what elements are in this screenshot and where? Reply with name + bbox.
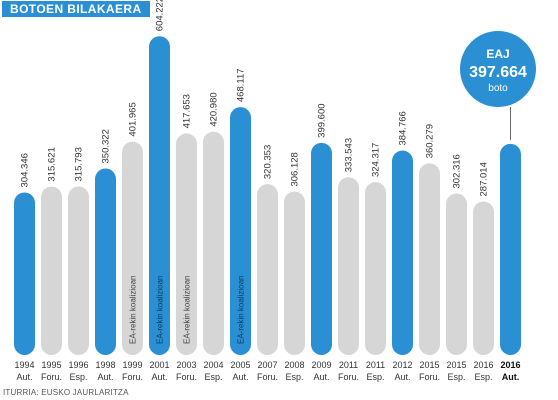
bar-value-label-16: 302.316	[452, 154, 463, 188]
bar-5	[149, 36, 170, 356]
x-tick-type-4: Foru.	[122, 372, 143, 382]
x-tick-year-1: 1995	[41, 360, 61, 370]
bar-7	[203, 131, 224, 355]
x-tick-type-1: Foru.	[41, 372, 62, 382]
bar-2	[68, 186, 89, 355]
x-tick-year-2: 1996	[68, 360, 88, 370]
bar-value-label-15: 360.279	[425, 124, 436, 158]
x-tick-type-15: Foru.	[419, 372, 440, 382]
bar-value-label-0: 304.346	[20, 153, 31, 187]
bar-value-label-2: 315.793	[74, 147, 85, 181]
x-tick-year-0: 1994	[14, 360, 34, 370]
x-tick-year-13: 2011	[366, 360, 385, 370]
x-tick-type-11: Aut.	[313, 372, 329, 382]
bar-value-label-9: 320.353	[263, 145, 274, 179]
bar-9	[257, 184, 278, 355]
x-tick-year-4: 1999	[122, 360, 142, 370]
source-note: ITURRIA: EUSKO JAURLARITZA	[3, 388, 129, 397]
bar-value-label-14: 384.766	[398, 111, 409, 145]
x-tick-type-9: Foru.	[257, 372, 278, 382]
callout: EAJ 397.664 boto	[460, 31, 536, 140]
bar-13	[365, 182, 386, 355]
bar-annotation-5: EA-rekin koalizioan	[156, 276, 165, 344]
bar-value-label-13: 324.317	[371, 143, 382, 177]
bar-value-label-17: 287.014	[479, 162, 490, 196]
bars-group: 304.346 1994 Aut. 315.621 1995 Foru. 315.793 19…	[14, 0, 521, 382]
x-tick-type-18: Aut.	[502, 372, 520, 382]
x-tick-type-14: Aut.	[394, 372, 410, 382]
x-tick-type-17: Esp.	[474, 372, 492, 382]
x-tick-type-6: Foru.	[176, 372, 197, 382]
x-tick-type-12: Foru.	[338, 372, 359, 382]
x-tick-year-17: 2016	[473, 360, 493, 370]
bar-0	[14, 192, 35, 355]
bar-value-label-3: 350.322	[101, 129, 112, 163]
x-tick-year-6: 2003	[176, 360, 196, 370]
bar-17	[473, 201, 494, 355]
bar-1	[41, 186, 62, 355]
bar-value-label-12: 333.543	[344, 138, 355, 172]
bar-value-label-10: 306.128	[290, 152, 301, 186]
callout-circle	[460, 31, 536, 107]
bar-15	[419, 163, 440, 355]
x-tick-year-15: 2015	[419, 360, 439, 370]
x-tick-year-14: 2012	[392, 360, 412, 370]
bar-value-label-5: 604.222	[155, 0, 166, 31]
bar-18	[500, 143, 521, 355]
bar-annotation-4: EA-rekin koalizioan	[129, 276, 138, 344]
x-tick-type-16: Esp.	[447, 372, 465, 382]
x-tick-year-5: 2001	[149, 360, 169, 370]
bar-8	[230, 107, 251, 355]
bar-10	[284, 191, 305, 355]
x-tick-type-3: Aut.	[97, 372, 113, 382]
x-tick-type-5: Aut.	[151, 372, 167, 382]
x-tick-year-9: 2007	[257, 360, 277, 370]
callout-value-label: 397.664	[469, 64, 527, 81]
x-tick-type-2: Esp.	[69, 372, 87, 382]
bar-6	[176, 133, 197, 355]
x-tick-type-8: Aut.	[232, 372, 248, 382]
x-tick-year-11: 2009	[311, 360, 331, 370]
x-tick-type-7: Esp.	[204, 372, 222, 382]
x-tick-year-7: 2004	[203, 360, 223, 370]
x-tick-year-3: 1998	[95, 360, 115, 370]
bar-annotation-6: EA-rekin koalizioan	[183, 276, 192, 344]
x-tick-year-18: 2016	[500, 360, 520, 370]
bar-value-label-7: 420.980	[209, 92, 220, 126]
bar-16	[446, 193, 467, 355]
chart-title: BOTOEN BILAKAERA	[2, 1, 150, 17]
callout-party-label: EAJ	[486, 47, 509, 61]
x-tick-type-10: Esp.	[285, 372, 303, 382]
x-tick-type-0: Aut.	[16, 372, 32, 382]
bar-value-label-1: 315.621	[47, 147, 58, 181]
bar-value-label-6: 417.653	[182, 94, 193, 128]
bar-14	[392, 150, 413, 355]
x-tick-year-8: 2005	[230, 360, 250, 370]
bar-3	[95, 168, 116, 355]
bar-value-label-4: 401.965	[128, 102, 139, 136]
x-tick-year-10: 2008	[284, 360, 304, 370]
bar-value-label-8: 468.117	[236, 68, 247, 102]
x-tick-type-13: Esp.	[366, 372, 384, 382]
bar-4	[122, 141, 143, 355]
bar-value-label-11: 399.600	[317, 103, 328, 137]
x-tick-year-12: 2011	[339, 360, 358, 370]
bar-12	[338, 177, 359, 355]
bar-11	[311, 142, 332, 355]
callout-unit-label: boto	[488, 83, 508, 94]
bar-annotation-8: EA-rekin koalizioan	[237, 276, 246, 344]
x-tick-year-16: 2015	[446, 360, 466, 370]
